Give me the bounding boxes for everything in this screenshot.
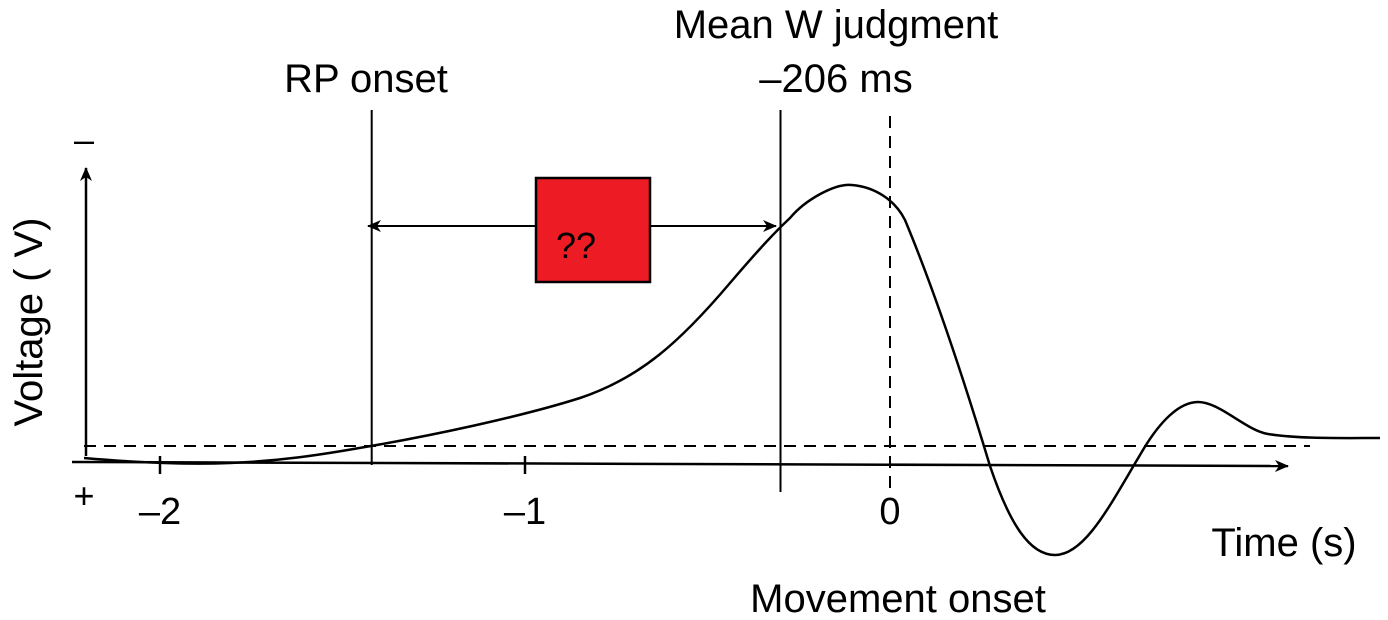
movement-onset-label: Movement onset <box>750 577 1046 620</box>
x-axis-label: Time (s) <box>1211 521 1356 565</box>
w-judgment-title: Mean W judgment <box>674 3 999 47</box>
unknown-interval-box <box>534 176 652 284</box>
rp-onset-label: RP onset <box>284 57 448 101</box>
y-plus-sign: + <box>73 475 94 516</box>
unknown-interval-label: ?? <box>556 225 596 266</box>
x-ticks: –2 –1 0 <box>139 456 901 533</box>
x-tick-label: –1 <box>504 491 546 533</box>
x-tick-label: –2 <box>139 491 181 533</box>
w-judgment-value: –206 ms <box>759 57 912 101</box>
y-axis-label: Voltage ( V) <box>7 217 51 426</box>
x-axis <box>71 459 1289 472</box>
readiness-potential-curve <box>83 183 1381 557</box>
y-minus-sign: – <box>74 119 94 160</box>
x-tick-label: 0 <box>879 491 900 533</box>
